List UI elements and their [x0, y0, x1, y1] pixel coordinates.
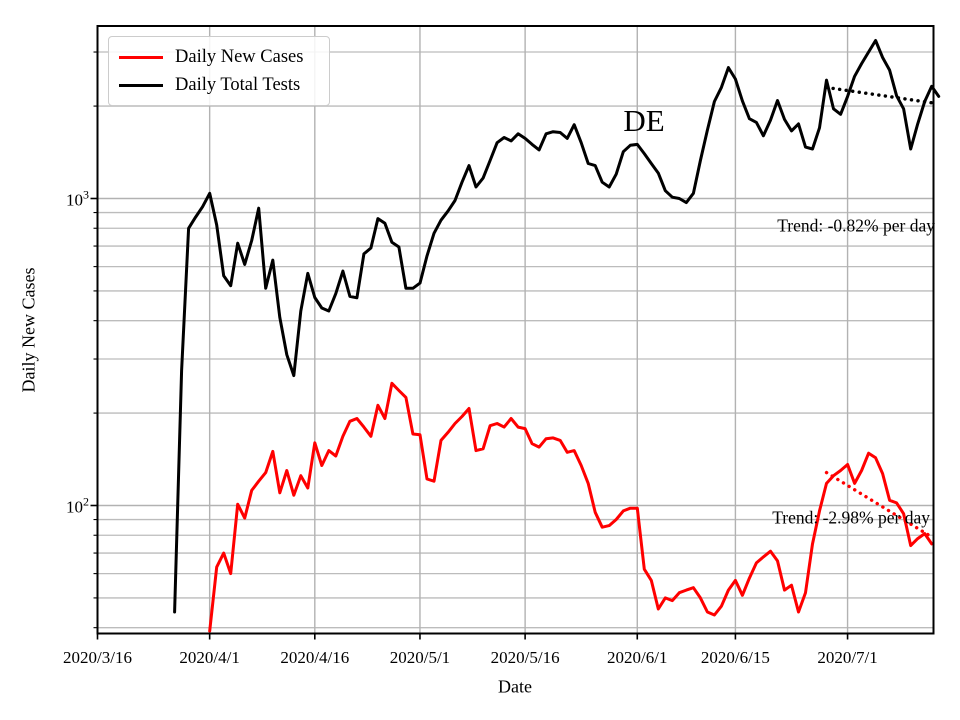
x-tick-label: 2020/3/16: [63, 648, 132, 667]
legend-label: Daily Total Tests: [175, 74, 301, 95]
tests-trend-annotation: Trend: -0.82% per day: [777, 215, 935, 236]
trend-dotted-line: [824, 85, 934, 105]
legend: Daily New Cases Daily Total Tests: [108, 36, 330, 106]
plot-frame: [96, 25, 935, 635]
y-tick-label: 103: [66, 187, 89, 209]
x-tick-label: 2020/5/16: [490, 648, 560, 667]
legend-label: Daily New Cases: [175, 46, 304, 67]
black-line-sample-icon: [119, 83, 163, 87]
trend-dotted-line: [824, 470, 934, 539]
x-tick-label: 2020/4/1: [179, 648, 240, 667]
red-line-sample-icon: [119, 55, 163, 59]
legend-item-daily-total-tests: Daily Total Tests: [117, 71, 319, 99]
x-tick-label: 2020/7/1: [817, 648, 878, 667]
x-axis-title: Date: [498, 676, 532, 697]
legend-item-daily-new-cases: Daily New Cases: [117, 43, 319, 71]
country-code-label: DE: [623, 103, 665, 138]
series-line-daily-new-cases: [208, 381, 934, 633]
x-tick-label: 2020/5/1: [389, 648, 451, 667]
y-tick-label: 102: [66, 494, 89, 516]
series-line-daily-total-tests: [173, 39, 941, 614]
x-tick-label: 2020/4/16: [280, 648, 350, 667]
cases-trend-annotation: Trend: -2.98% per day: [772, 507, 930, 528]
x-tick-label: 2020/6/15: [700, 648, 770, 667]
x-tick-label: 2020/6/1: [607, 648, 668, 667]
y-axis-title: Daily New Cases: [18, 267, 39, 393]
